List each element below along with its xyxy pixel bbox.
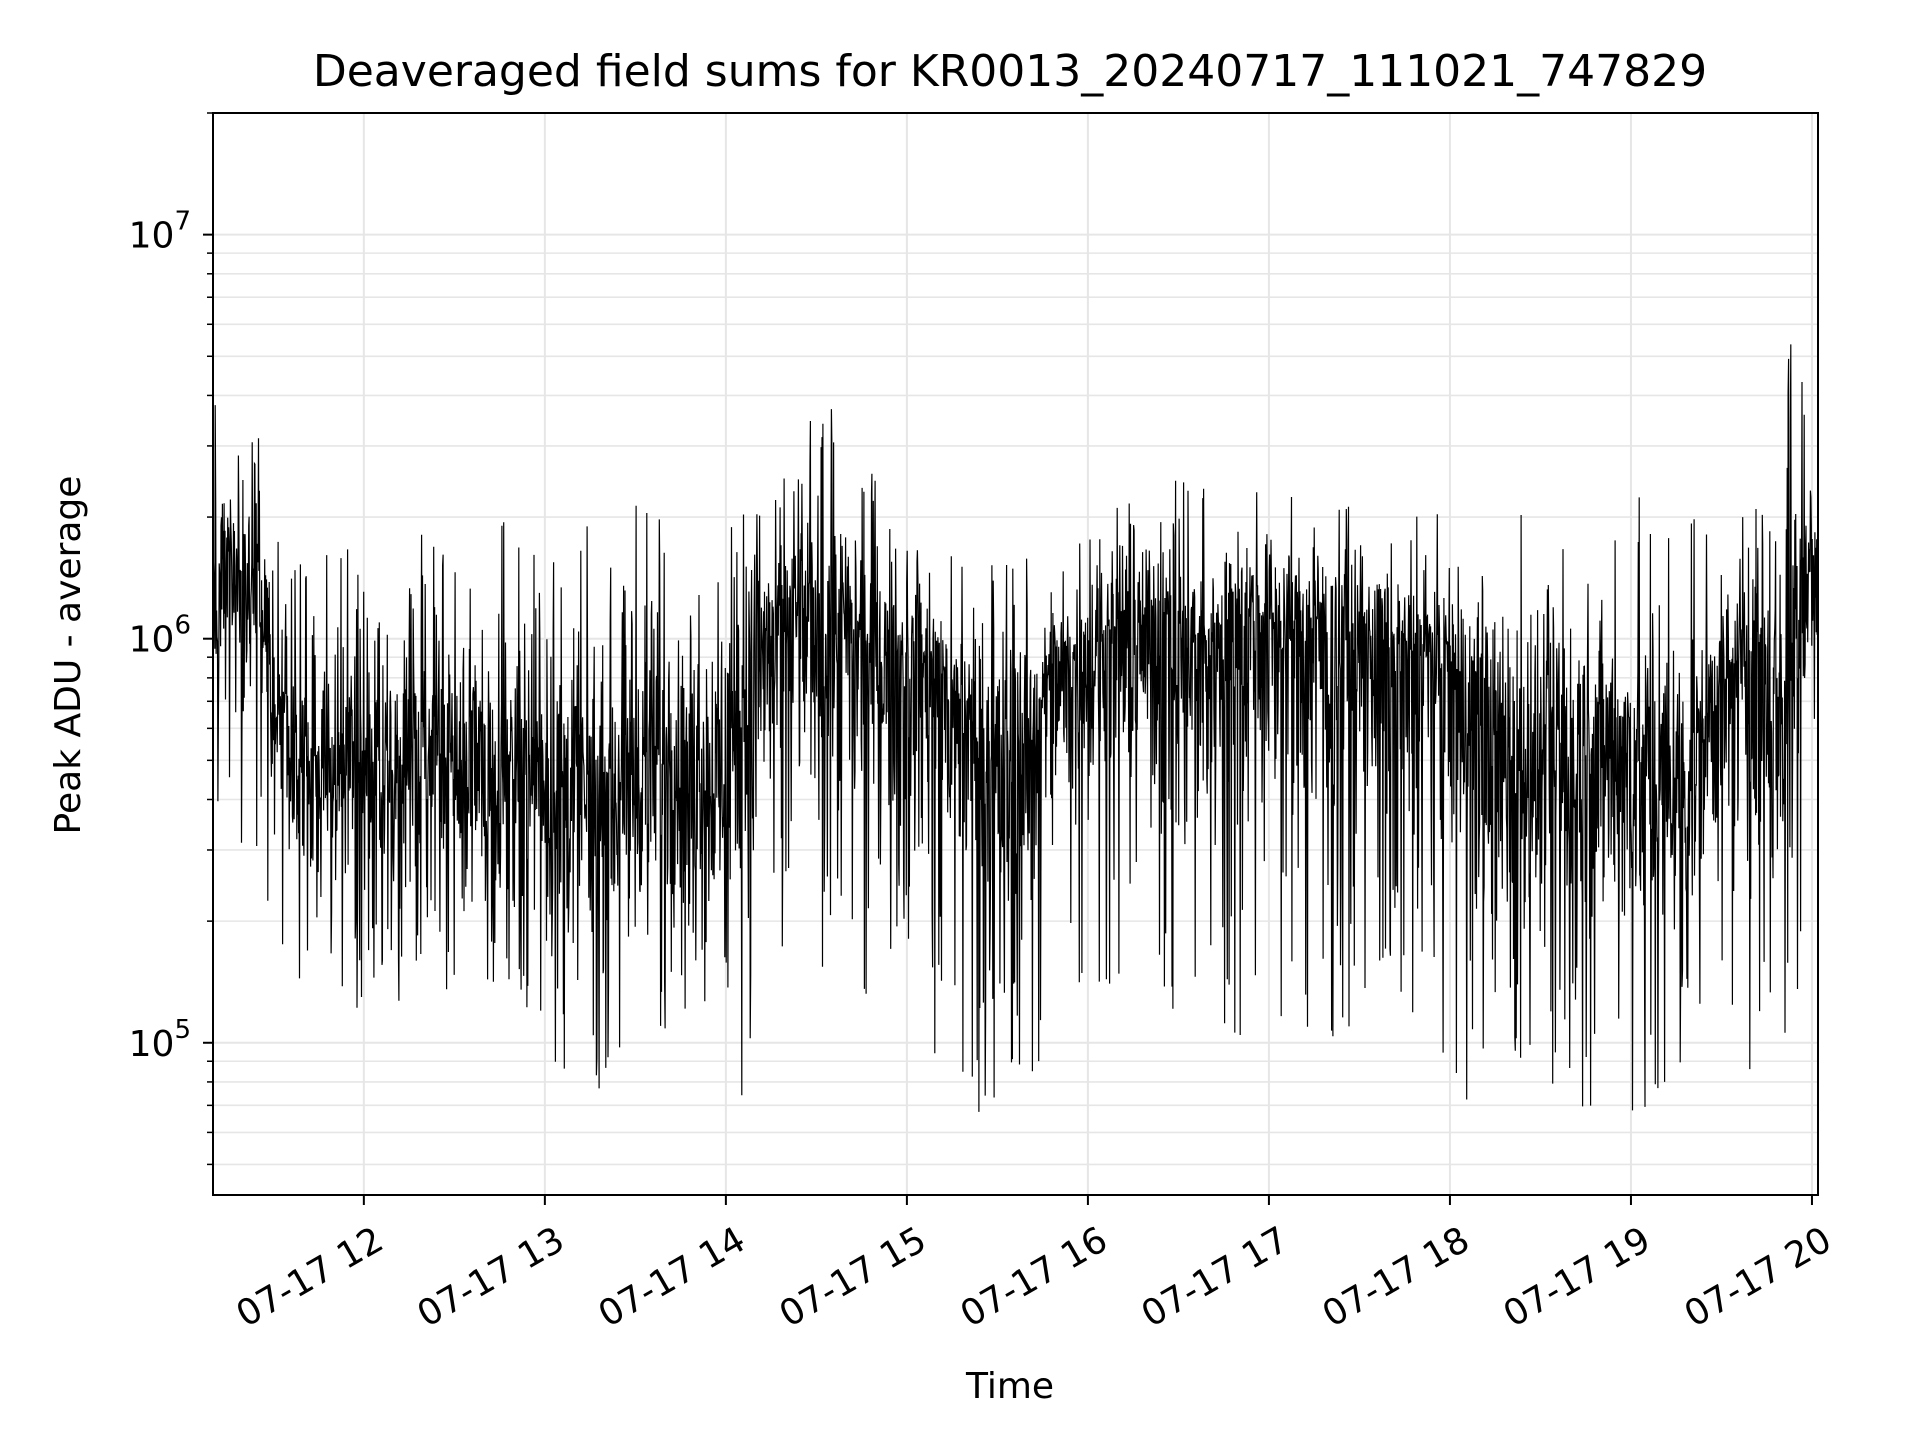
y-tick-exponent: 5 [174, 1015, 191, 1045]
series-layer [212, 344, 1819, 1112]
x-axis-label: Time [965, 1366, 1054, 1407]
axes [212, 112, 1819, 1196]
series-line [212, 344, 1819, 1112]
chart-title: Deaveraged field sums for KR0013_2024071… [313, 46, 1707, 97]
y-axis-label: Peak ADU - average [48, 476, 89, 835]
plot-frame [212, 112, 1819, 1196]
y-tick-label: 107 [129, 207, 191, 257]
y-tick-base: 10 [129, 1024, 175, 1065]
y-tick-label: 106 [129, 611, 191, 661]
y-tick-exponent: 7 [174, 207, 191, 237]
y-tick-exponent: 6 [174, 611, 191, 641]
y-tick-label: 105 [129, 1015, 191, 1065]
y-tick-base: 10 [129, 620, 175, 661]
y-tick-base: 10 [129, 216, 175, 257]
